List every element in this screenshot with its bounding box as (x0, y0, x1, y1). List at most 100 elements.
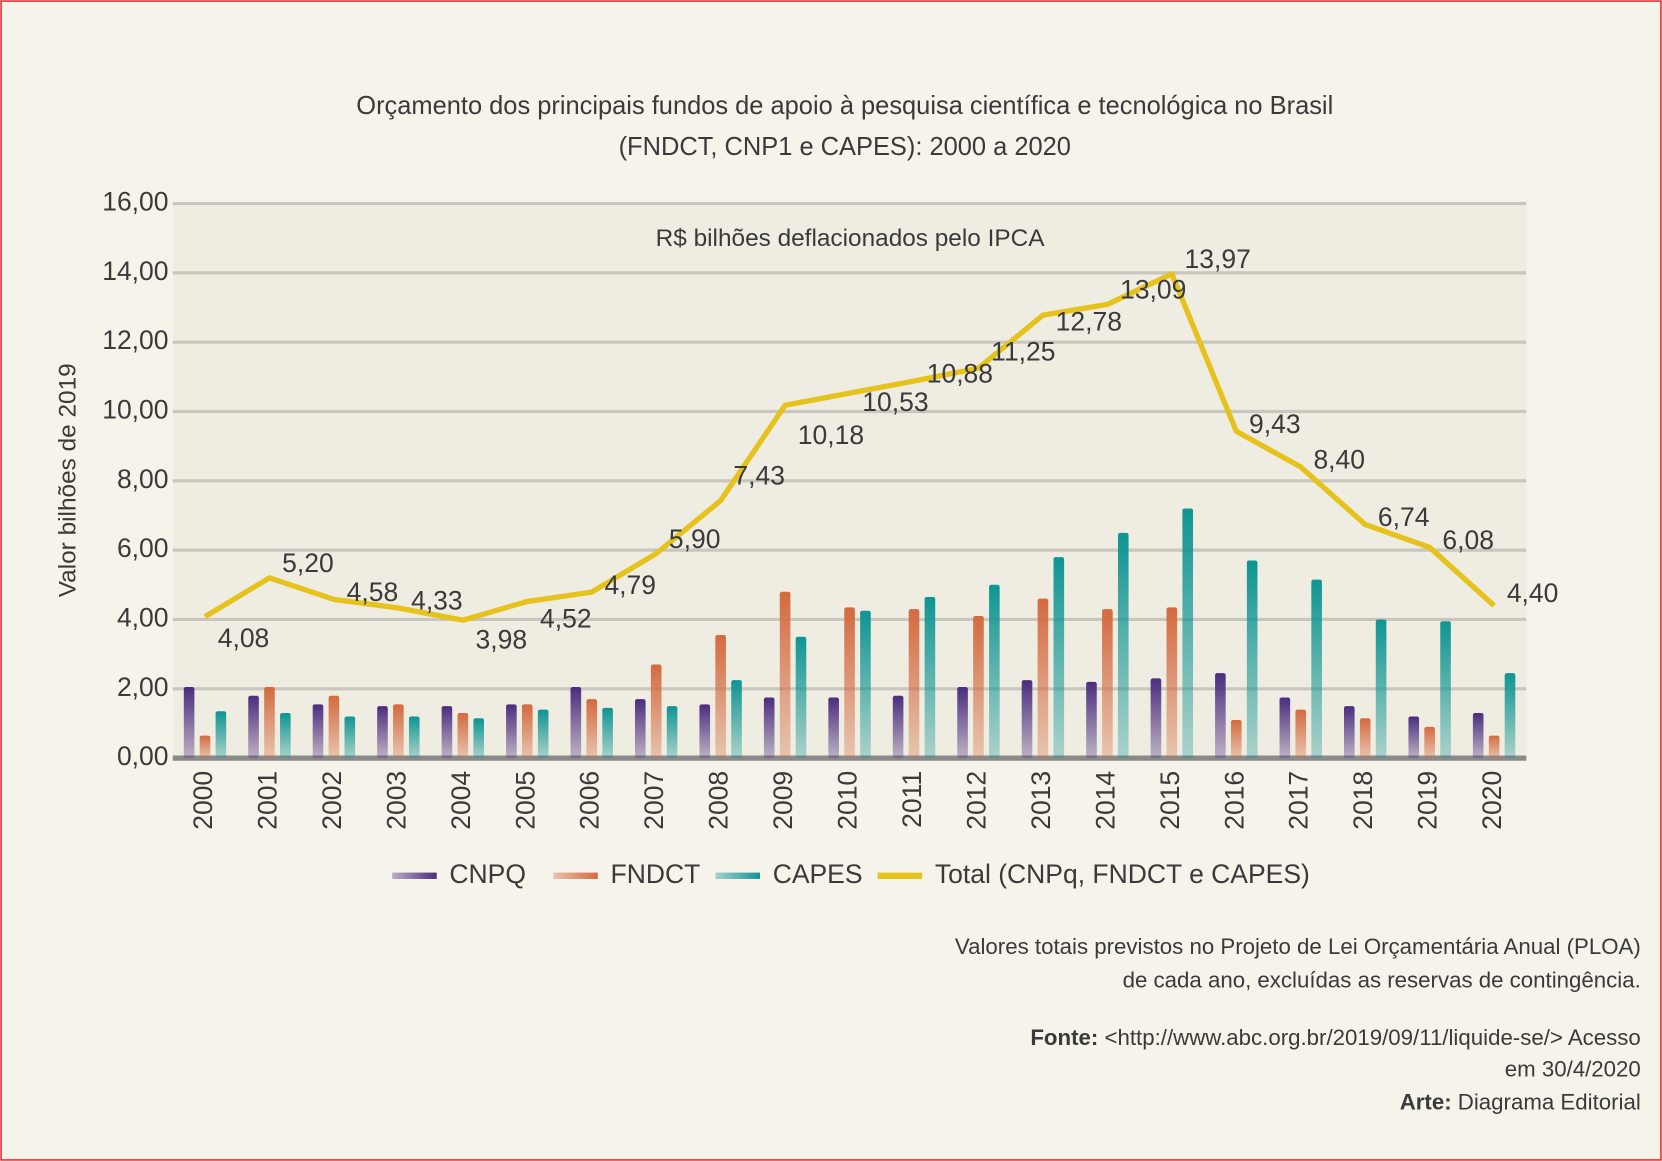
bar (731, 680, 742, 759)
bar (892, 695, 904, 759)
subtitle: R$ bilhões deflacionados pelo IPCA (656, 225, 1046, 252)
data-label: 4,08 (218, 623, 270, 653)
credit: Arte: Diagrama Editorial (1400, 1090, 1641, 1115)
bar (828, 697, 839, 759)
bar (1359, 718, 1371, 759)
data-label: 6,08 (1442, 525, 1494, 555)
y-tick-label: 6,00 (117, 533, 169, 563)
legend-label: CAPES (773, 859, 863, 889)
y-tick-label: 12,00 (102, 325, 168, 355)
bar (248, 695, 259, 759)
chart-title: Orçamento dos principais fundos de apoio… (356, 92, 1333, 120)
x-tick-label: 2004 (446, 771, 476, 830)
x-tick-label: 2018 (1348, 771, 1378, 830)
x-tick-label: 2012 (961, 771, 991, 830)
bar (183, 687, 195, 759)
data-label: 4,58 (347, 577, 399, 607)
x-tick-label: 2006 (575, 771, 605, 830)
bar (634, 699, 646, 759)
bar (280, 713, 291, 759)
x-tick-label: 2002 (317, 771, 347, 830)
data-label: 13,09 (1120, 275, 1186, 305)
bar (844, 607, 855, 759)
source: em 30/4/2020 (1505, 1057, 1641, 1082)
legend-label: CNPQ (449, 859, 526, 889)
bar (1343, 706, 1355, 759)
data-label: 4,33 (411, 586, 463, 616)
credit-label: Arte: (1400, 1090, 1452, 1115)
data-label: 4,40 (1507, 578, 1559, 608)
y-tick-label: 16,00 (102, 187, 168, 217)
bar (699, 704, 711, 759)
note: de cada ano, excluídas as reservas de co… (1123, 968, 1641, 993)
data-label: 12,78 (1056, 307, 1122, 337)
bar (473, 718, 485, 759)
bar (408, 716, 420, 759)
bar (1246, 560, 1258, 759)
bar (1117, 532, 1129, 759)
bar (1053, 557, 1065, 759)
data-label: 10,88 (927, 359, 993, 389)
bar (715, 635, 726, 759)
bar (973, 615, 984, 759)
legend-swatch (715, 872, 760, 879)
bar (1215, 673, 1226, 759)
bar (377, 706, 388, 759)
bar (344, 716, 356, 759)
data-label: 13,97 (1185, 244, 1251, 274)
legend-swatch (392, 872, 437, 879)
x-tick-label: 2014 (1090, 771, 1120, 830)
bar (441, 706, 453, 759)
x-tick-label: 2007 (639, 771, 669, 830)
data-label: 11,25 (991, 336, 1055, 366)
bar (602, 707, 613, 759)
data-label: 10,18 (798, 420, 864, 450)
x-tick-label: 2001 (252, 771, 282, 830)
x-tick-label: 2016 (1219, 771, 1249, 830)
bar (264, 687, 275, 759)
bar (989, 584, 1000, 759)
data-label: 8,40 (1313, 445, 1365, 475)
x-tick-label: 2000 (188, 771, 218, 830)
data-label: 9,43 (1249, 409, 1301, 439)
bar (908, 609, 920, 759)
bar (1504, 673, 1516, 759)
x-tick-label: 2009 (768, 771, 798, 830)
bar (312, 704, 324, 759)
x-tick-label: 2003 (381, 771, 411, 830)
total-line (203, 271, 1496, 623)
bar (1166, 607, 1178, 759)
x-tick-label: 2017 (1284, 771, 1314, 830)
bar (666, 706, 678, 759)
bar (328, 695, 340, 759)
x-tick-label: 2005 (510, 771, 540, 830)
data-label: 7,43 (733, 460, 785, 490)
bar (1230, 719, 1242, 759)
bar (924, 596, 936, 759)
y-tick-label: 4,00 (117, 602, 169, 632)
x-tick-label: 2013 (1026, 771, 1056, 830)
note: Valores totais previstos no Projeto de L… (955, 934, 1641, 959)
bar (1279, 697, 1291, 759)
chart-title: (FNDCT, CNP1 e CAPES): 2000 a 2020 (619, 133, 1071, 161)
bar (1488, 735, 1500, 759)
bar (1472, 713, 1484, 759)
data-label: 4,79 (604, 570, 656, 600)
bar (795, 636, 807, 759)
bar (1311, 579, 1322, 759)
bar (650, 664, 662, 759)
x-tick-label: 2008 (704, 771, 734, 830)
y-tick-label: 0,00 (117, 741, 169, 771)
bar (570, 687, 582, 759)
bar (506, 704, 517, 759)
y-tick-label: 14,00 (102, 256, 168, 286)
x-tick-label: 2020 (1477, 771, 1507, 830)
bar (537, 709, 549, 759)
bar (393, 704, 404, 759)
bar (1102, 609, 1113, 759)
y-tick-label: 2,00 (117, 672, 169, 702)
bar (763, 697, 775, 759)
x-tick-label: 2015 (1155, 771, 1185, 830)
source-text: <http://www.abc.org.br/2019/09/11/liquid… (1104, 1025, 1640, 1050)
